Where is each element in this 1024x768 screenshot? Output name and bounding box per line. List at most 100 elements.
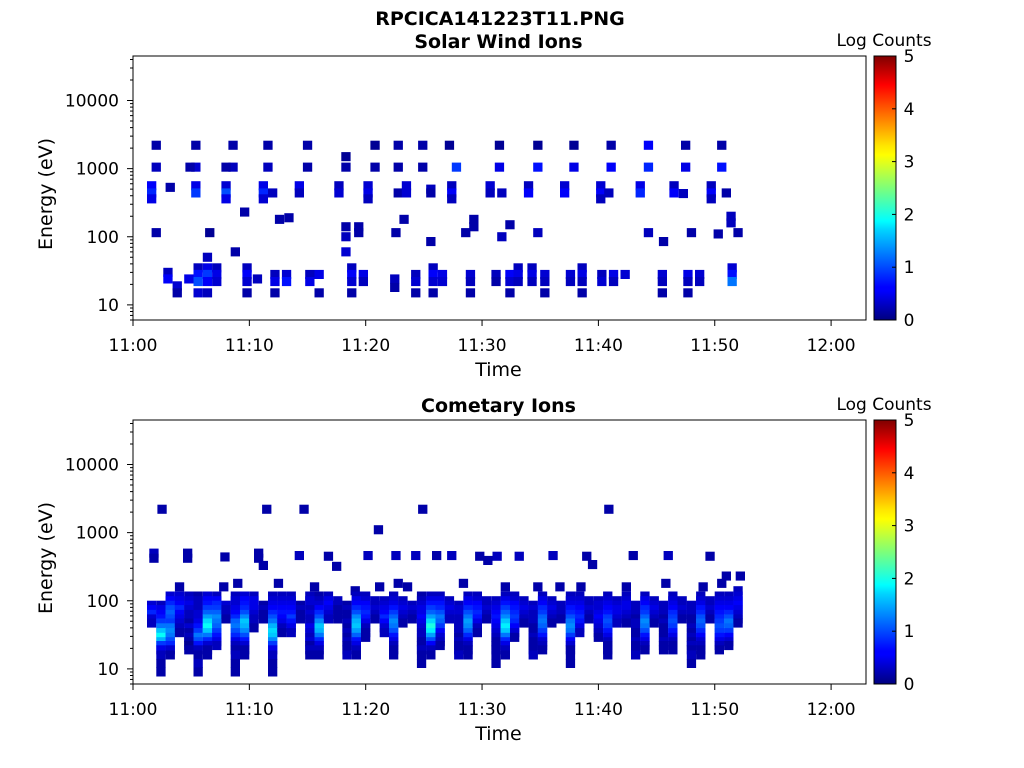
heatmap-cell: [426, 188, 436, 198]
heatmap-cell: [631, 605, 641, 615]
heatmap-cell: [606, 140, 616, 150]
heatmap-cell: [295, 605, 306, 615]
heatmap-cell: [202, 628, 213, 638]
heatmap-cell: [314, 650, 324, 660]
heatmap-cell: [658, 237, 669, 247]
heatmap-cell: [274, 214, 285, 224]
heatmap-cell: [228, 162, 238, 172]
heatmap-cell: [156, 628, 166, 638]
heatmap-cell: [444, 140, 455, 150]
heatmap-cell: [528, 645, 538, 655]
heatmap-cell: [454, 605, 464, 615]
heatmap-cell: [418, 140, 428, 150]
heatmap-cell: [156, 618, 166, 628]
heatmap-cell: [174, 623, 185, 633]
heatmap-cell: [193, 263, 203, 273]
heatmap-cell: [540, 288, 550, 298]
heatmap-cell: [721, 188, 731, 198]
heatmap-cell: [733, 618, 743, 628]
heatmap-cells: [147, 140, 743, 298]
heatmap-cell: [379, 623, 389, 633]
heatmap-cell: [500, 618, 510, 628]
x-axis-label: Time: [474, 359, 522, 381]
heatmap-cell: [230, 667, 240, 677]
y-axis: 10 100 1000 10000: [65, 422, 133, 685]
heatmap-cell: [401, 188, 412, 198]
heatmap-cell: [240, 623, 250, 633]
heatmap-cell: [469, 214, 479, 224]
heatmap-cell: [485, 188, 495, 198]
heatmap-cell: [717, 162, 727, 172]
heatmap-cell: [354, 222, 364, 232]
colorbar-tick-label: 0: [904, 675, 915, 695]
heatmap-cell: [147, 188, 157, 198]
heatmap-cell: [354, 228, 364, 238]
heatmap-cell: [696, 628, 706, 638]
heatmap-cell: [341, 152, 351, 162]
heatmap-cell: [242, 269, 252, 279]
heatmap-cell: [277, 591, 287, 601]
heatmap-cell: [491, 277, 501, 287]
heatmap-cell: [472, 623, 482, 633]
heatmap-cell: [147, 194, 157, 204]
heatmap-cell: [432, 551, 442, 561]
heatmap-cell: [657, 288, 667, 298]
heatmap-cell: [165, 650, 175, 660]
heatmap-cell: [597, 277, 607, 287]
heatmap-cell: [528, 628, 538, 638]
heatmap-cell: [294, 551, 304, 561]
heatmap-cell: [416, 628, 427, 638]
heatmap-cell: [528, 605, 538, 615]
heatmap-cell: [596, 188, 606, 198]
heatmap-cell: [513, 263, 523, 273]
heatmap-cell: [631, 618, 641, 628]
heatmap-cell: [341, 247, 351, 257]
heatmap-cell: [603, 645, 613, 655]
heatmap-cell: [658, 628, 669, 638]
heatmap-cell: [202, 269, 213, 279]
heatmap-cell: [658, 645, 669, 655]
y-tick-label: 100: [87, 228, 119, 248]
heatmap-cell: [389, 628, 399, 638]
heatmap-cell: [351, 628, 361, 638]
heatmap-cell: [686, 623, 697, 633]
heatmap-cell: [724, 628, 734, 638]
heatmap-cell: [643, 162, 654, 172]
heatmap-cell: [621, 605, 631, 615]
heatmap-cell: [268, 658, 278, 668]
heatmap-cell: [342, 605, 352, 615]
x-tick-label: 11:30: [458, 700, 507, 720]
heatmap-cell: [305, 269, 315, 279]
heatmap-cell: [281, 277, 292, 287]
heatmap-cell: [426, 623, 436, 633]
heatmap-cell: [258, 605, 268, 615]
heatmap-cell: [286, 623, 296, 633]
heatmap-cell: [727, 263, 737, 273]
heatmap-cell: [193, 605, 203, 615]
heatmap-cell: [249, 605, 259, 615]
x-tick-label: 11:50: [690, 700, 739, 720]
x-tick-label: 11:40: [574, 336, 623, 356]
heatmap-cell: [714, 623, 724, 633]
heatmap-cell: [202, 645, 213, 655]
heatmap-cell: [628, 551, 638, 561]
heatmap-cell: [347, 277, 357, 287]
heatmap-cell: [640, 605, 650, 615]
panel-title: Solar Wind Ions: [414, 31, 582, 53]
heatmap-cell: [500, 605, 510, 615]
heatmap-cell: [575, 623, 585, 633]
heatmap-cell: [172, 288, 182, 298]
heatmap-cell: [202, 618, 213, 628]
heatmap-cell: [426, 591, 436, 601]
heatmap-cell: [505, 269, 515, 279]
heatmap-cell: [399, 214, 409, 224]
heatmap-cell: [212, 591, 222, 601]
heatmap-cell: [273, 578, 284, 588]
heatmap-cell: [505, 277, 515, 287]
heatmap-cell: [668, 591, 678, 601]
heatmap-cell: [494, 140, 505, 150]
heatmap-cell: [191, 162, 201, 172]
heatmap-cell: [444, 614, 455, 624]
heatmap-cell: [577, 288, 587, 298]
heatmap-cell: [603, 650, 613, 660]
